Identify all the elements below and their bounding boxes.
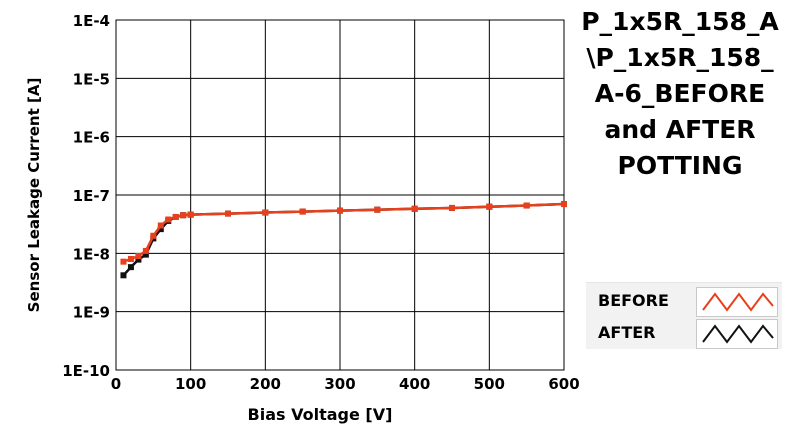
data-point-before <box>523 202 530 209</box>
data-point-before <box>561 201 567 208</box>
data-point-before <box>172 213 179 220</box>
y-tick-label: 1E-6 <box>73 129 110 147</box>
data-point-after <box>120 272 127 279</box>
legend-before-line <box>702 292 774 312</box>
y-tick-label: 1E-4 <box>73 12 110 30</box>
legend-label-before: BEFORE <box>598 291 669 310</box>
data-point-before <box>449 204 455 211</box>
x-tick-label: 300 <box>324 375 355 393</box>
data-point-before <box>150 232 157 239</box>
x-tick-label: 400 <box>399 375 430 393</box>
legend-swatch-before[interactable] <box>696 287 778 317</box>
legend-swatch-before-icon <box>702 292 774 312</box>
data-point-before <box>337 207 343 214</box>
y-tick-label: 1E-5 <box>73 70 110 88</box>
legend-swatch-after[interactable] <box>696 319 778 349</box>
legend-item-before: BEFORE <box>598 287 782 317</box>
data-point-before <box>135 253 142 260</box>
data-point-before <box>165 216 172 223</box>
data-point-after <box>142 251 149 258</box>
data-point-before <box>374 206 381 213</box>
data-point-before <box>180 212 187 219</box>
data-point-before <box>486 203 493 210</box>
data-point-before <box>142 247 149 254</box>
data-point-before <box>225 210 231 217</box>
y-tick-label: 1E-8 <box>73 245 110 263</box>
y-tick-label: 1E-10 <box>62 362 110 380</box>
x-tick-label: 200 <box>250 375 281 393</box>
data-point-after <box>135 256 142 263</box>
x-tick-label: 500 <box>474 375 505 393</box>
y-tick-label: 1E-7 <box>73 187 110 205</box>
data-point-after <box>157 226 164 233</box>
data-point-before <box>262 209 269 216</box>
data-point-after <box>127 264 134 271</box>
y-tick-label: 1E-9 <box>73 304 110 322</box>
data-point-before <box>157 222 164 229</box>
x-tick-label: 600 <box>548 375 579 393</box>
data-point-before <box>411 205 418 212</box>
legend-label-after: AFTER <box>598 323 656 342</box>
legend-item-after: AFTER <box>598 319 782 349</box>
legend-after-line <box>702 324 774 344</box>
y-axis-label: Sensor Leakage Current [A] <box>25 78 43 313</box>
data-point-before <box>120 258 127 265</box>
legend: BEFORE AFTER <box>586 282 782 349</box>
data-point-before <box>187 211 194 218</box>
legend-swatch-after-icon <box>702 324 774 344</box>
data-point-before <box>127 255 134 262</box>
x-tick-label: 0 <box>111 375 121 393</box>
x-axis-label: Bias Voltage [V] <box>248 405 393 424</box>
x-tick-label: 100 <box>175 375 206 393</box>
chart-title: P_1x5R_158_A \P_1x5R_158_ A-6_BEFORE and… <box>581 7 779 180</box>
data-point-before <box>299 208 306 215</box>
